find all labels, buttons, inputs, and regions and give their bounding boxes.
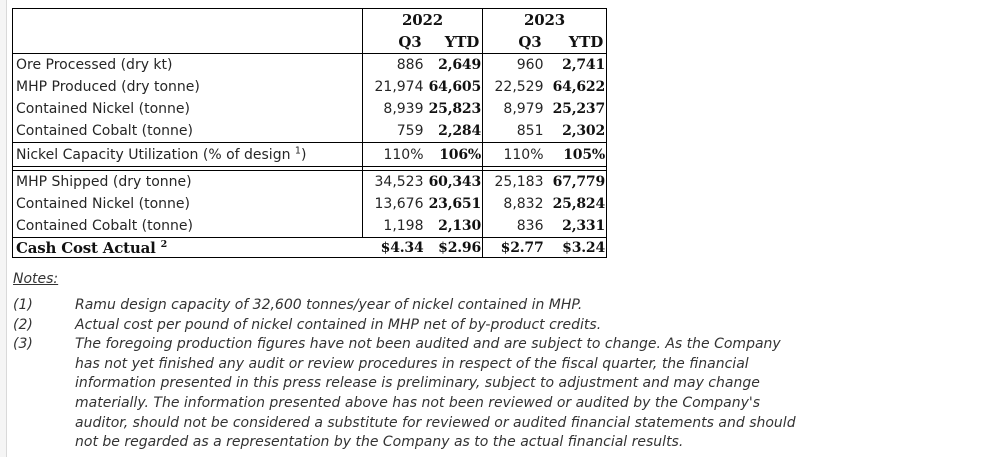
table-row: Contained Nickel (tonne) 8,939 25,823 8,… <box>12 98 607 120</box>
value-cell: 960 <box>516 57 544 73</box>
note-item-1: (1) Ramu design capacity of 32,600 tonne… <box>13 296 796 316</box>
ytd-2023-header: YTD <box>544 31 607 54</box>
value-cell: 23,651 <box>424 193 483 215</box>
ytd-2022-header: YTD <box>424 31 483 54</box>
table-row-capacity: Nickel Capacity Utilization (% of design… <box>12 142 607 167</box>
value-cell: 2,741 <box>562 57 605 73</box>
section-divider <box>12 166 607 171</box>
row-label: Ore Processed (dry kt) <box>12 53 363 76</box>
table-row: Ore Processed (dry kt) 886 2,649 960 2,7… <box>12 53 607 76</box>
note-text: The foregoing production figures have no… <box>75 336 796 451</box>
table-row: MHP Shipped (dry tonne) 34,523 60,343 25… <box>12 170 607 193</box>
value-cell: 886 <box>396 57 424 73</box>
value-cell: 759 <box>396 123 424 139</box>
value-cell: 25,183 <box>494 174 544 190</box>
row-label: Nickel Capacity Utilization (% of design… <box>12 142 363 167</box>
value-cell: 67,779 <box>552 174 606 190</box>
row-label: Contained Cobalt (tonne) <box>12 215 363 238</box>
value-cell: 13,676 <box>374 196 424 212</box>
value-cell: 105% <box>544 142 607 167</box>
production-table-wrap: 2022 2023 Q3 YTD Q3 YTD Ore Processed (d… <box>12 8 607 258</box>
header-empty-cell <box>12 8 363 54</box>
value-cell: 25,824 <box>552 196 606 212</box>
footnote-ref-1: 1 <box>294 144 301 156</box>
production-table: 2022 2023 Q3 YTD Q3 YTD Ore Processed (d… <box>12 8 607 258</box>
value-cell: 110% <box>362 142 425 167</box>
value-cell: 8,939 <box>383 101 424 117</box>
value-cell: 34,523 <box>374 174 424 190</box>
row-label: MHP Shipped (dry tonne) <box>12 170 363 193</box>
value-cell: $3.24 <box>544 237 607 258</box>
footnote-ref-2: 2 <box>160 238 168 250</box>
value-cell: $4.34 <box>362 237 425 258</box>
value-cell: 22,529 <box>494 79 544 95</box>
value-cell: 2,331 <box>562 218 605 234</box>
value-cell: 8,979 <box>503 101 544 117</box>
value-cell: 25,823 <box>424 98 483 120</box>
note-number: (1) <box>13 297 33 313</box>
value-cell: 2,130 <box>424 215 483 238</box>
q3-2023-header: Q3 <box>482 31 545 54</box>
row-label: Cash Cost Actual 2 <box>12 237 363 258</box>
note-text: Actual cost per pound of nickel containe… <box>75 316 602 333</box>
table-row: Contained Cobalt (tonne) 759 2,284 851 2… <box>12 120 607 143</box>
value-cell: 2,302 <box>562 123 605 139</box>
value-cell: 2,649 <box>424 53 483 76</box>
year-2023-header: 2023 <box>524 11 565 29</box>
note-text: Ramu design capacity of 32,600 tonnes/ye… <box>75 297 583 313</box>
value-cell: 110% <box>482 142 545 167</box>
value-cell: $2.96 <box>424 237 483 258</box>
value-cell: 64,605 <box>424 76 483 98</box>
value-cell: 21,974 <box>374 79 424 95</box>
row-label: MHP Produced (dry tonne) <box>12 76 363 98</box>
value-cell: 60,343 <box>424 170 483 193</box>
value-cell: 836 <box>516 218 544 234</box>
note-item-3: (3) The foregoing production figures hav… <box>13 335 796 453</box>
q3-2022-header: Q3 <box>362 31 425 54</box>
table-row: MHP Produced (dry tonne) 21,974 64,605 2… <box>12 76 607 98</box>
table-header-years: 2022 2023 <box>12 8 607 54</box>
notes-section: Notes: (1) Ramu design capacity of 32,60… <box>13 269 796 453</box>
value-cell: 8,832 <box>503 196 544 212</box>
year-2022-header: 2022 <box>362 8 483 31</box>
value-cell: 851 <box>516 123 544 139</box>
table-row-cash-cost: Cash Cost Actual 2 $4.34 $2.96 $2.77 $3.… <box>12 237 607 258</box>
note-number: (2) <box>13 316 33 333</box>
note-number: (3) <box>13 336 33 353</box>
note-item-2: (2) Actual cost per pound of nickel cont… <box>13 316 796 336</box>
value-cell: $2.77 <box>482 237 545 258</box>
notes-heading: Notes: <box>13 271 59 287</box>
table-row: Contained Cobalt (tonne) 1,198 2,130 836… <box>12 215 607 238</box>
page-left-edge <box>0 0 7 457</box>
row-label: Contained Nickel (tonne) <box>12 98 363 120</box>
value-cell: 106% <box>424 142 483 167</box>
row-label: Contained Nickel (tonne) <box>12 193 363 215</box>
value-cell: 1,198 <box>383 218 424 234</box>
table-row: Contained Nickel (tonne) 13,676 23,651 8… <box>12 193 607 215</box>
value-cell: 25,237 <box>552 101 606 117</box>
table-header-periods: Q3 YTD Q3 YTD <box>13 31 607 54</box>
value-cell: 64,622 <box>552 79 606 95</box>
value-cell: 2,284 <box>424 120 483 143</box>
row-label: Contained Cobalt (tonne) <box>12 120 363 143</box>
